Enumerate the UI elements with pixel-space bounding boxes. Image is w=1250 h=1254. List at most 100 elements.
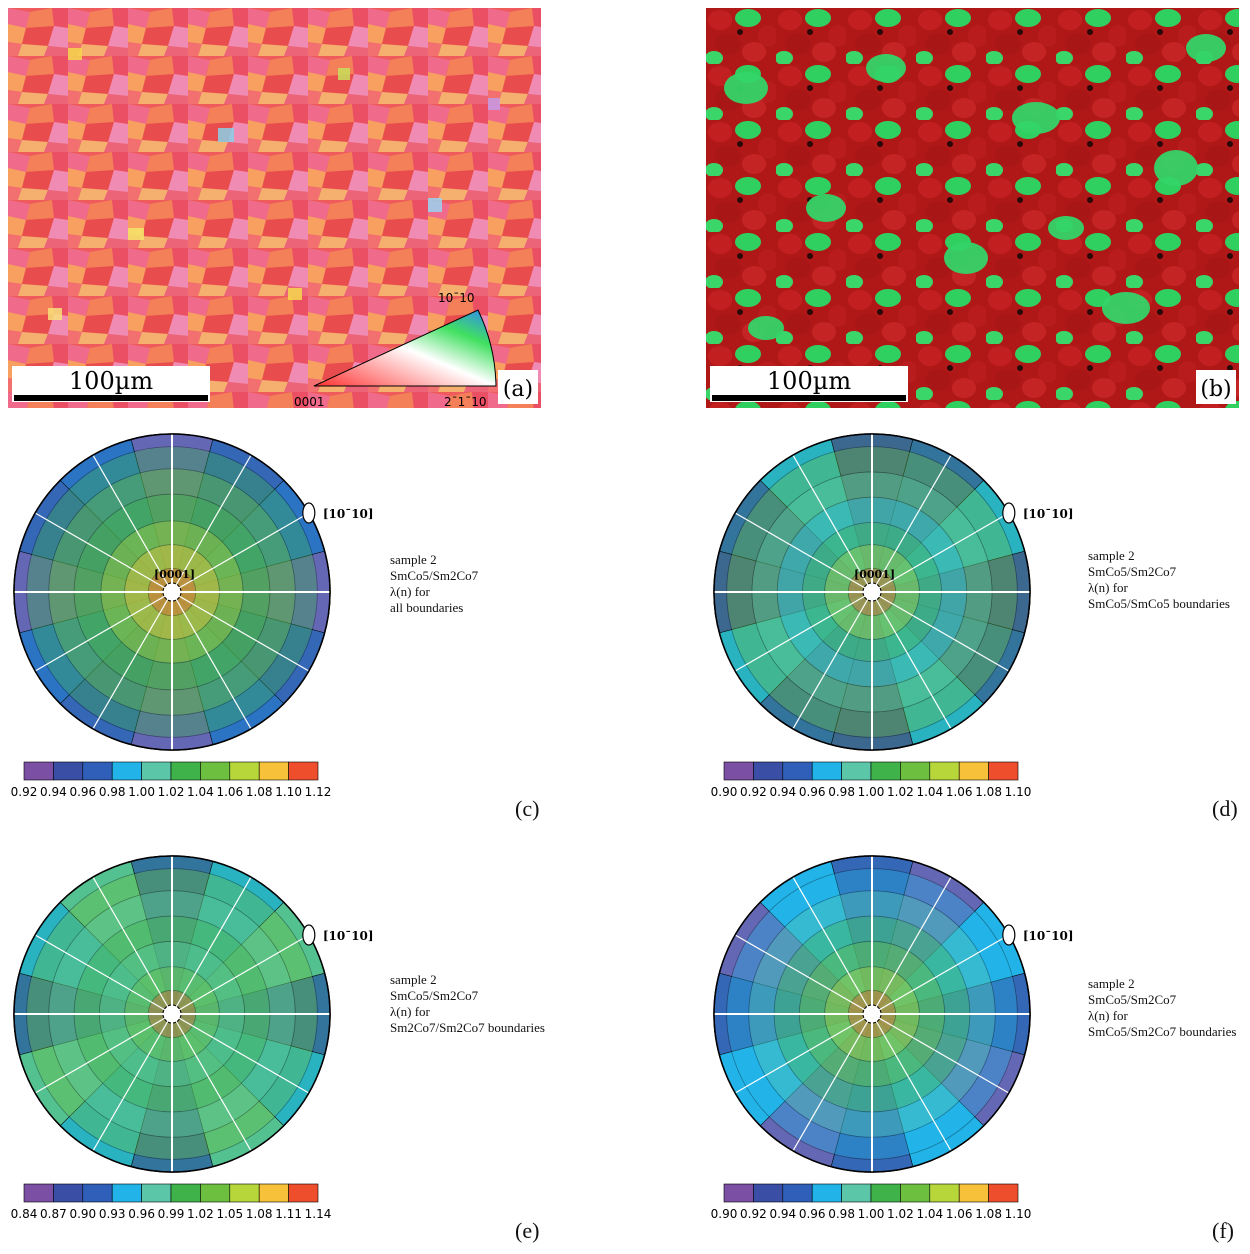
colorbar-tick-label: 0.87 — [40, 1207, 67, 1221]
colorbar-tick-label: 1.06 — [946, 785, 973, 799]
caption-line: SmCo5/Sm2Co7 — [390, 568, 479, 583]
colorbar-tick-label: 1.10 — [1005, 785, 1032, 799]
colorbar-tick-label: 0.94 — [40, 785, 67, 799]
ipf-right-label: 2¯1¯10 — [444, 395, 487, 408]
colorbar-swatch — [870, 1183, 901, 1203]
colorbar-swatch — [141, 1183, 172, 1203]
colorbar-tick-label: 0.98 — [99, 785, 126, 799]
caption-line: sample 2 — [1088, 976, 1135, 991]
caption-line: SmCo5/Sm2Co7 — [1088, 992, 1177, 1007]
colorbar-tick-label: 1.00 — [858, 785, 885, 799]
colorbar-swatch — [53, 1183, 84, 1203]
colorbar-swatch — [782, 761, 813, 781]
colorbar-swatch — [753, 761, 784, 781]
direction-label: [10¯10] — [323, 929, 374, 943]
colorbar-swatch — [988, 761, 1019, 781]
panel-caption: sample 2 SmCo5/Sm2Co7 λ(n) for all bound… — [390, 552, 478, 616]
caption-line: sample 2 — [390, 552, 437, 567]
direction-marker — [302, 502, 316, 524]
colorbar-swatch — [723, 1183, 754, 1203]
colorbar-tick-label: 1.04 — [187, 785, 214, 799]
ipf-triangle-key — [313, 309, 497, 387]
panel-label: (f) — [1212, 1218, 1234, 1243]
colorbar-swatch — [900, 761, 931, 781]
colorbar-swatch — [841, 1183, 872, 1203]
colorbar-tick-label: 0.99 — [158, 1207, 185, 1221]
colorbar: 0.84 0.87 0.90 0.93 0.96 0.99 1.02 1.05 1.08 1.11… — [11, 1183, 331, 1221]
caption-line: λ(n) for — [1088, 580, 1128, 595]
caption-line: SmCo5/Sm2Co7 boundaries — [1088, 1024, 1237, 1039]
colorbar-swatch — [111, 1183, 142, 1203]
caption-line: λ(n) for — [390, 584, 430, 599]
colorbar-tick-label: 0.84 — [11, 1207, 38, 1221]
colorbar-tick-label: 1.02 — [187, 1207, 214, 1221]
colorbar-swatch — [988, 1183, 1019, 1203]
colorbar-swatch — [929, 761, 960, 781]
caption-line: sample 2 — [390, 972, 437, 987]
stereographic-projection — [713, 433, 1031, 751]
colorbar-tick-label: 1.02 — [887, 785, 914, 799]
colorbar-tick-label: 0.90 — [711, 1207, 738, 1221]
colorbar-tick-label: 1.00 — [128, 785, 155, 799]
colorbar-swatch — [141, 761, 172, 781]
colorbar-swatch — [229, 761, 260, 781]
colorbar-swatch — [53, 761, 84, 781]
colorbar-tick-label: 1.08 — [975, 785, 1002, 799]
pole-figure: [10¯10][0001]0.92 0.94 0.96 0.98 1.00 1.02 1.0… — [11, 433, 374, 799]
scale-bar-label: 100µm — [69, 367, 153, 395]
panel-e: [10¯10] 0.84 0.87 0.90 0.93 0.96 0.99 1.02 1.05 1… — [0, 842, 625, 1250]
colorbar-swatch — [23, 761, 54, 781]
direction-label: [10¯10] — [1023, 507, 1074, 521]
direction-marker — [302, 924, 316, 946]
colorbar-swatch — [929, 1183, 960, 1203]
colorbar-swatch — [723, 761, 754, 781]
colorbar-swatch — [111, 761, 142, 781]
colorbar-swatch — [870, 761, 901, 781]
colorbar-swatch — [900, 1183, 931, 1203]
colorbar-swatch — [258, 1183, 289, 1203]
panel-d: [10¯10] [0001] 0.90 0.92 0.94 0.96 0.98 1.00 1.0… — [700, 420, 1250, 830]
colorbar-tick-label: 1.02 — [887, 1207, 914, 1221]
colorbar-swatch — [82, 1183, 113, 1203]
scale-bar-label: 100µm — [767, 367, 851, 395]
colorbar-swatch — [170, 761, 201, 781]
colorbar-swatch — [782, 1183, 813, 1203]
colorbar-tick-label: 0.92 — [740, 1207, 767, 1221]
phase-map: 100µm (b) — [706, 8, 1239, 408]
direction-marker — [1002, 924, 1016, 946]
direction-marker — [1002, 502, 1016, 524]
colorbar-swatch — [958, 761, 989, 781]
colorbar-tick-label: 1.08 — [975, 1207, 1002, 1221]
panel-label: (a) — [503, 377, 533, 402]
colorbar-tick-label: 1.06 — [216, 785, 243, 799]
panel-b: 100µm (b) — [706, 8, 1239, 408]
colorbar-tick-label: 0.92 — [740, 785, 767, 799]
colorbar-tick-label: 0.92 — [11, 785, 38, 799]
colorbar-tick-label: 1.04 — [916, 785, 943, 799]
colorbar-swatch — [200, 1183, 231, 1203]
direction-label: [10¯10] — [323, 507, 374, 521]
direction-label: [10¯10] — [1023, 929, 1074, 943]
colorbar: 0.90 0.92 0.94 0.96 0.98 1.00 1.02 1.04 1.06 1.08… — [711, 1183, 1031, 1221]
panel-a: 100µm 10¯10 0001 2¯1¯10 (a) — [8, 8, 541, 409]
stereographic-projection — [13, 855, 331, 1173]
colorbar-tick-label: 1.05 — [216, 1207, 243, 1221]
colorbar-tick-label: 1.08 — [246, 785, 273, 799]
ipf-left-label: 0001 — [294, 395, 325, 408]
caption-line: SmCo5/SmCo5 boundaries — [1088, 596, 1230, 611]
panel-caption: sample 2 SmCo5/Sm2Co7 λ(n) for SmCo5/Sm2… — [1088, 976, 1236, 1040]
caption-line: SmCo5/Sm2Co7 — [1088, 564, 1177, 579]
colorbar-swatch — [958, 1183, 989, 1203]
colorbar-tick-label: 0.94 — [769, 785, 796, 799]
colorbar-tick-label: 1.08 — [246, 1207, 273, 1221]
colorbar-swatch — [258, 761, 289, 781]
stereographic-projection — [713, 855, 1031, 1173]
colorbar-tick-label: 0.94 — [769, 1207, 796, 1221]
colorbar-swatch — [841, 761, 872, 781]
caption-line: λ(n) for — [390, 1004, 430, 1019]
colorbar-tick-label: 1.10 — [275, 785, 302, 799]
center-label: [0001] — [854, 568, 895, 581]
panel-caption: sample 2 SmCo5/Sm2Co7 λ(n) for SmCo5/SmC… — [1088, 548, 1230, 612]
caption-line: λ(n) for — [1088, 1008, 1128, 1023]
colorbar-tick-label: 1.12 — [305, 785, 332, 799]
